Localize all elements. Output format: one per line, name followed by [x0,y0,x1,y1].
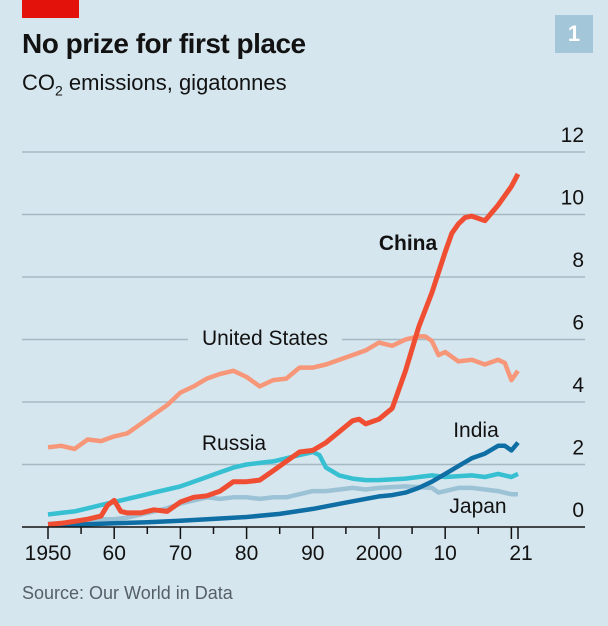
series-line-india [47,441,520,528]
y-tick-label: 6 [572,312,584,335]
y-axis-ticks: 0 2 4 6 8 10 12 [561,124,585,522]
x-tick-label: 2000 [356,542,403,565]
series-labels: United States China Russia India Japan [202,232,507,518]
x-tick-label: 21 [509,542,532,565]
series-lines [47,172,521,528]
series-line-china [47,172,521,527]
series-label-china: China [379,232,438,255]
chart-subtitle: CO2 emissions, gigatonnes [22,70,287,98]
source-note: Source: Our World in Data [22,583,233,603]
series-line-russia [47,449,519,517]
x-tick-label: 60 [103,542,126,565]
series-label-us: United States [202,327,328,350]
y-tick-label: 12 [561,124,584,147]
series-label-russia: Russia [202,432,267,455]
subtitle-rest: emissions, gigatonnes [62,70,287,95]
series-label-india: India [453,419,499,442]
chart-title: No prize for first place [22,28,306,59]
x-tick-label: 80 [235,542,258,565]
series-line-us [47,334,520,452]
x-tick-label: 10 [434,542,457,565]
y-tick-label: 8 [572,249,584,272]
x-axis: 1950 60 70 80 90 2000 10 21 [22,526,585,565]
y-tick-label: 0 [572,499,584,522]
y-tick-label: 2 [572,437,584,460]
subtitle-subscript: 2 [55,82,63,99]
brand-red-bar [22,0,79,18]
x-tick-label: 70 [169,542,192,565]
y-tick-label: 10 [561,187,584,210]
x-tick-label: 1950 [25,542,72,565]
chart-number-badge: 1 [555,15,593,53]
subtitle-co: CO [22,70,55,95]
y-tick-label: 4 [572,374,584,397]
series-label-japan: Japan [449,495,506,518]
x-tick-label: 90 [301,542,324,565]
